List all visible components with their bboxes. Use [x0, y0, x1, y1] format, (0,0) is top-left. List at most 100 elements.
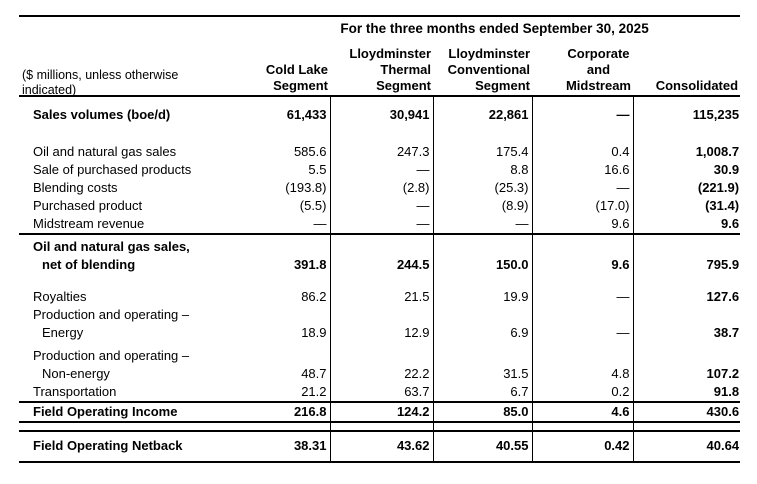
value-cell: 107.2 [706, 366, 740, 381]
value-cell: (17.0) [532, 197, 634, 215]
table-row-field-operating-income: Field Operating Income 216.8 124.2 85.0 … [19, 402, 741, 423]
spacer-cell [633, 422, 741, 432]
value-cell: — [532, 306, 634, 342]
value-cell: (25.3) [433, 179, 533, 197]
value-cell: 63.7 [330, 383, 434, 403]
column-header-consolidated: Consolidated [633, 46, 741, 97]
value-cell: — [330, 197, 434, 215]
value-cell: (5.5) [249, 197, 331, 215]
value-cell: 0.42 [532, 431, 634, 463]
table-row-sales-volumes: Sales volumes (boe/d) 61,433 30,941 22,8… [19, 96, 740, 137]
header-line: Lloydminster [349, 46, 431, 61]
row-label: Sale of purchased products [33, 162, 192, 177]
value-cell: 31.5 [433, 342, 533, 383]
spacer-cell [433, 422, 533, 432]
value-cell: 4.8 [532, 342, 634, 383]
row-label: Sales volumes (boe/d) [33, 107, 171, 122]
column-header-cold-lake: Cold Lake Segment [249, 46, 330, 97]
value-cell: 5.5 [249, 161, 331, 179]
value-cell: 40.64 [633, 431, 741, 463]
header-line: Segment [273, 78, 328, 93]
row-label: Field Operating Income [19, 402, 249, 423]
row-label-line2: Non-energy [42, 366, 110, 381]
value-cell: (31.4) [705, 198, 740, 213]
value-cell: — [330, 215, 434, 235]
value-cell: 115,235 [692, 107, 740, 122]
spacer-cell [330, 422, 434, 432]
value-cell: 244.5 [330, 234, 434, 276]
value-cell: 21.5 [330, 276, 434, 306]
row-label: Oil and natural gas sales, net of blendi… [19, 234, 249, 276]
value-cell: 9.6 [532, 215, 634, 235]
value-cell: 124.2 [330, 402, 434, 423]
header-line: Thermal [380, 62, 431, 77]
value-cell: 1,008.7 [695, 144, 740, 159]
value-cell: — [532, 179, 634, 197]
value-cell: — [433, 215, 533, 235]
column-header-lloyd-conventional: Lloydminster Conventional Segment [433, 46, 532, 97]
value-cell: 12.9 [330, 306, 434, 342]
value-cell: — [532, 276, 634, 306]
row-label-line1: Oil and natural gas sales, [33, 239, 190, 254]
value-cell: 48.7 [249, 342, 331, 383]
table-row-midstream-revenue: Midstream revenue — — — 9.6 9.6 [19, 215, 741, 235]
value-cell: 0.2 [532, 383, 634, 403]
spacer-cell [249, 422, 331, 432]
value-cell: 19.9 [433, 276, 533, 306]
row-label: Blending costs [33, 180, 118, 195]
row-label-line2: net of blending [42, 257, 136, 272]
table-row-purchased-product: Purchased product (5.5) — (8.9) (17.0) (… [19, 197, 740, 215]
table-row-field-operating-netback: Field Operating Netback 38.31 43.62 40.5… [19, 431, 741, 463]
value-cell: 38.7 [713, 325, 740, 340]
value-cell: 9.6 [633, 215, 741, 235]
table-row-sale-purchased-products: Sale of purchased products 5.5 — 8.8 16.… [19, 161, 740, 179]
header-line: Segment [376, 78, 431, 93]
row-label: Production and operating – Energy [19, 306, 249, 342]
value-cell: 127.6 [706, 289, 740, 304]
header-line: Midstream [565, 78, 631, 93]
value-cell: 30.9 [713, 162, 740, 177]
value-cell: (193.8) [249, 179, 331, 197]
header-line: Corporate [567, 46, 630, 61]
column-header-corporate-midstream: Corporate and Midstream [532, 46, 633, 97]
value-cell: 91.8 [633, 383, 741, 403]
value-cell: 16.6 [532, 161, 634, 179]
value-cell: 38.31 [249, 431, 331, 463]
unit-note: ($ millions, unless otherwise indicated) [19, 46, 249, 97]
row-label: Oil and natural gas sales [33, 144, 177, 159]
value-cell: 8.8 [433, 161, 533, 179]
value-cell: 175.4 [433, 137, 533, 161]
value-cell: 6.7 [433, 383, 533, 403]
value-cell: 0.4 [532, 137, 634, 161]
row-label: Transportation [19, 383, 249, 403]
value-cell: 21.2 [249, 383, 331, 403]
value-cell: 18.9 [249, 306, 331, 342]
spacer-cell [19, 422, 249, 432]
table-row-transportation: Transportation 21.2 63.7 6.7 0.2 91.8 [19, 383, 741, 403]
table-row-blending-costs: Blending costs (193.8) (2.8) (25.3) — (2… [19, 179, 740, 197]
row-label: Production and operating – Non-energy [19, 342, 249, 383]
value-cell: 585.6 [249, 137, 331, 161]
row-label-line2: Energy [42, 325, 84, 340]
row-label-line1: Production and operating – [33, 348, 190, 363]
column-header-row: ($ millions, unless otherwise indicated)… [19, 46, 741, 97]
header-line: Cold Lake [265, 62, 328, 77]
value-cell: 391.8 [249, 234, 331, 276]
header-line: Conventional [447, 62, 530, 77]
header-line: Consolidated [655, 78, 739, 93]
value-cell: 30,941 [330, 96, 434, 137]
table-row-royalties: Royalties 86.2 21.5 19.9 — 127.6 [19, 276, 740, 306]
header-line: Segment [475, 78, 530, 93]
value-cell: 216.8 [249, 402, 331, 423]
header-line: and [586, 62, 611, 77]
header-line: Lloydminster [448, 46, 530, 61]
row-label: Royalties [33, 289, 87, 304]
top-rule-left [19, 15, 249, 46]
value-cell: 430.6 [633, 402, 741, 423]
table-row-production-energy: Production and operating – Energy 18.9 1… [19, 306, 740, 342]
column-header-lloyd-thermal: Lloydminster Thermal Segment [330, 46, 433, 97]
value-cell: — [249, 215, 331, 235]
period-title-row: For the three months ended September 30,… [19, 15, 741, 46]
value-cell: — [532, 96, 634, 137]
